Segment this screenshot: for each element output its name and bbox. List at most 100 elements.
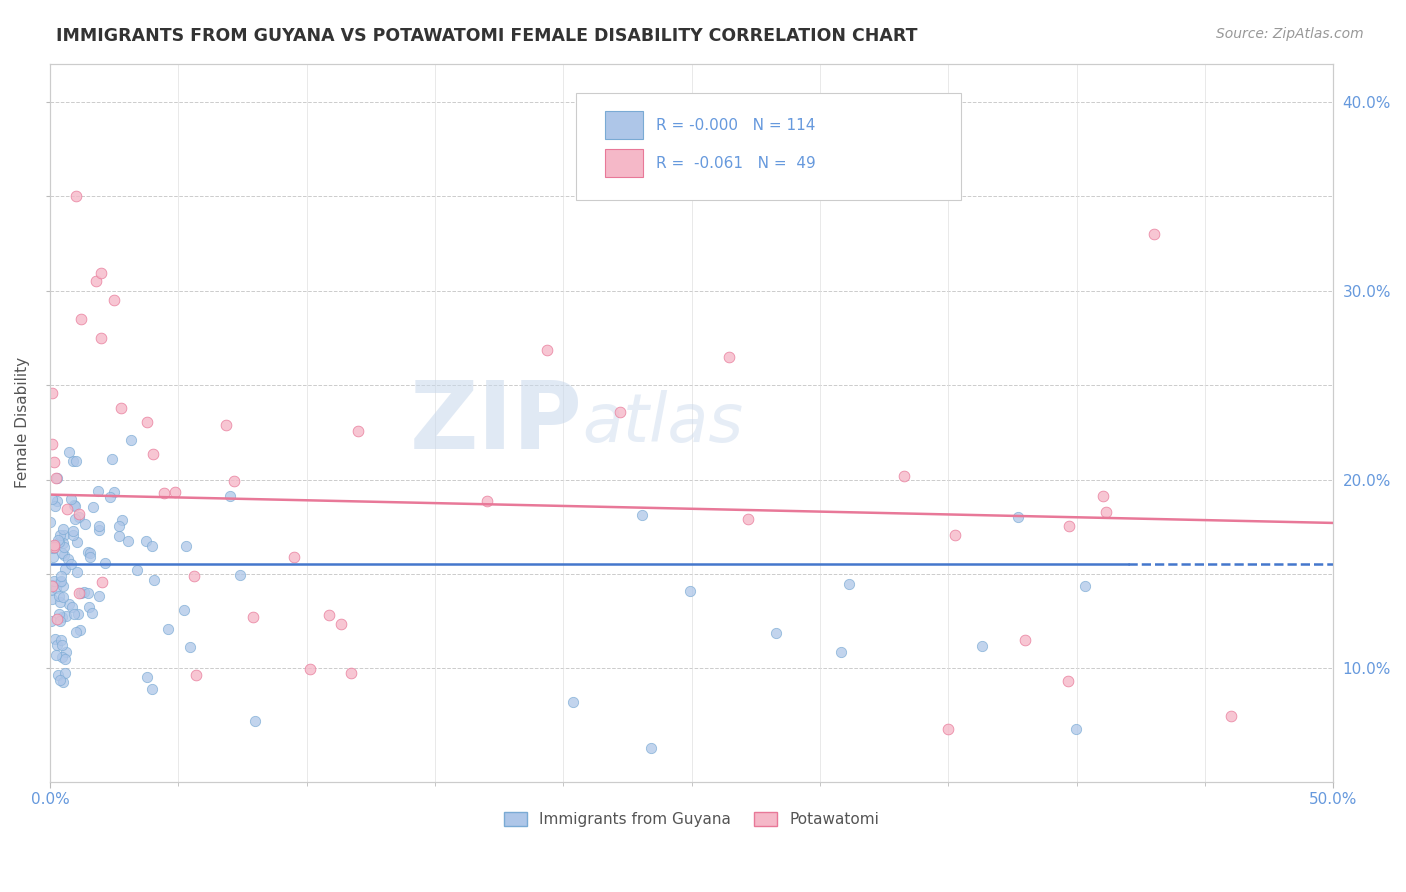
Point	[42, 540, 65, 554]
Point	[179, 640, 201, 655]
Point	[283, 549, 305, 564]
Point	[1095, 505, 1118, 519]
Point	[48, 607, 70, 621]
Point	[48, 595, 70, 609]
Point	[678, 584, 700, 599]
Point	[108, 529, 131, 543]
Point	[49, 574, 72, 589]
Point	[45, 471, 67, 485]
Point	[62, 498, 84, 512]
Point	[299, 662, 322, 676]
Point	[52, 579, 75, 593]
Point	[44, 455, 66, 469]
Text: R =  -0.061   N =  49: R = -0.061 N = 49	[655, 155, 815, 170]
Point	[62, 453, 84, 467]
Point	[117, 533, 139, 548]
Point	[65, 189, 87, 203]
Point	[63, 511, 86, 525]
Point	[79, 550, 101, 565]
Point	[73, 517, 96, 532]
Point	[340, 666, 363, 681]
Point	[55, 608, 77, 623]
Point	[41, 579, 63, 593]
Point	[82, 500, 104, 514]
Point	[44, 574, 66, 588]
Point	[41, 540, 63, 554]
Point	[1143, 227, 1166, 241]
Point	[41, 491, 63, 506]
Text: Source: ZipAtlas.com: Source: ZipAtlas.com	[1216, 27, 1364, 41]
Text: R = -0.000   N = 114: R = -0.000 N = 114	[655, 118, 815, 133]
Point	[135, 534, 157, 549]
Point	[157, 622, 180, 636]
Point	[46, 533, 69, 547]
Point	[125, 563, 148, 577]
Point	[640, 740, 662, 755]
Point	[631, 508, 654, 523]
Y-axis label: Female Disability: Female Disability	[15, 358, 30, 489]
Point	[53, 541, 76, 555]
Point	[477, 494, 499, 508]
Point	[72, 585, 94, 599]
Point	[100, 451, 122, 466]
Point	[39, 583, 62, 598]
Point	[141, 681, 163, 696]
Point	[56, 552, 79, 566]
Point	[51, 546, 73, 560]
Point	[44, 632, 66, 646]
Point	[830, 644, 852, 658]
Point	[330, 617, 353, 632]
Point	[49, 569, 72, 583]
Point	[94, 556, 117, 570]
Point	[938, 722, 960, 736]
Point	[80, 607, 103, 621]
Point	[56, 501, 79, 516]
Point	[972, 639, 994, 653]
Point	[48, 589, 70, 603]
Point	[1064, 722, 1087, 736]
Point	[70, 586, 93, 600]
Point	[51, 650, 73, 665]
Point	[49, 632, 72, 647]
Point	[110, 401, 132, 415]
Point	[142, 573, 165, 587]
Point	[46, 668, 69, 682]
Point	[66, 607, 89, 622]
Point	[51, 675, 73, 690]
Point	[98, 490, 121, 504]
Point	[347, 424, 370, 438]
Point	[1074, 579, 1097, 593]
Point	[53, 528, 76, 542]
Point	[561, 695, 583, 709]
Point	[176, 540, 198, 554]
Point	[65, 454, 87, 468]
Point	[55, 651, 77, 665]
Point	[737, 512, 759, 526]
Point	[135, 669, 157, 683]
Point	[222, 474, 245, 488]
Point	[229, 568, 252, 582]
Point	[243, 714, 266, 729]
Point	[65, 500, 87, 514]
Point	[945, 527, 967, 541]
Point	[718, 351, 741, 365]
Point	[103, 293, 125, 307]
Text: ZIP: ZIP	[409, 376, 582, 469]
Point	[41, 591, 63, 606]
Point	[89, 523, 111, 537]
Text: IMMIGRANTS FROM GUYANA VS POTAWATOMI FEMALE DISABILITY CORRELATION CHART: IMMIGRANTS FROM GUYANA VS POTAWATOMI FEM…	[56, 27, 918, 45]
Point	[893, 468, 915, 483]
Point	[45, 612, 67, 626]
Point	[49, 673, 72, 687]
Point	[609, 405, 631, 419]
Point	[86, 274, 108, 288]
Point	[67, 507, 90, 521]
Point	[77, 599, 100, 614]
Point	[69, 623, 91, 637]
Point	[214, 417, 236, 432]
Point	[58, 445, 80, 459]
Point	[41, 385, 63, 400]
Point	[45, 638, 67, 652]
Point	[79, 546, 101, 560]
Bar	[605, 149, 643, 178]
